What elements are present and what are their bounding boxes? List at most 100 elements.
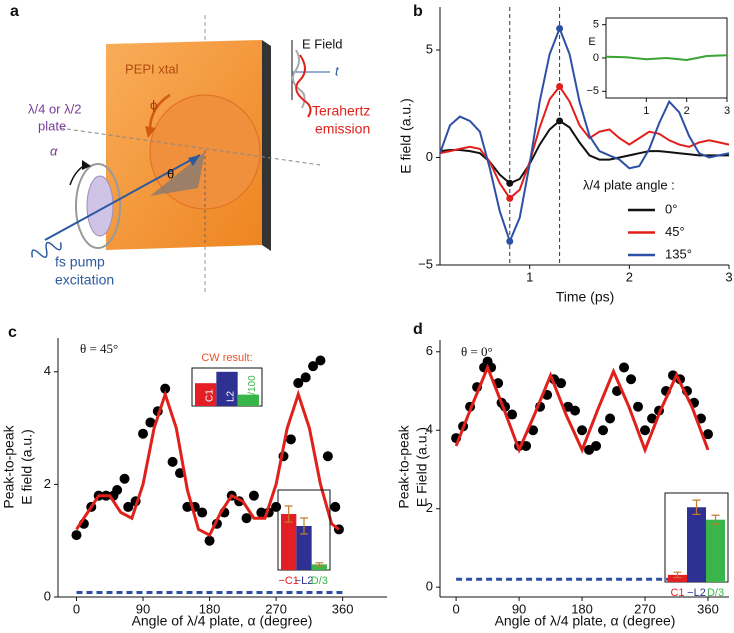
fit-line <box>454 363 710 455</box>
plate <box>86 175 114 237</box>
point <box>528 425 539 436</box>
category-label: −L2 <box>687 587 706 599</box>
point <box>182 501 193 512</box>
rotation-arrow <box>148 93 171 131</box>
category-label: L2 <box>226 390 237 402</box>
point <box>577 425 588 436</box>
inset-title: CW result: <box>201 352 252 364</box>
panel-label: a <box>10 3 19 20</box>
bar <box>195 383 217 406</box>
angle-label: α <box>50 143 58 158</box>
x-tick-label: 180 <box>199 601 221 616</box>
point <box>598 425 609 436</box>
category-label: D/3 <box>707 587 724 599</box>
point <box>591 440 602 451</box>
x-tick-label: 2 <box>684 105 690 117</box>
point <box>256 507 267 518</box>
x-axis-label: Time (ps) <box>556 289 615 305</box>
y-tick-label: −5 <box>586 85 599 97</box>
error-bar <box>315 562 324 567</box>
point <box>619 362 630 373</box>
point <box>322 451 333 462</box>
x-tick-label: 1 <box>526 269 533 284</box>
point <box>633 401 644 412</box>
x-tick-label: 270 <box>634 601 656 616</box>
y-axis-label: Peak-to-peak <box>396 424 412 508</box>
x-tick-label: 0 <box>452 601 459 616</box>
angle-label: θ <box>167 166 174 181</box>
y-tick-label: 0 <box>426 579 433 594</box>
point <box>647 413 658 424</box>
pump-beam <box>44 154 201 241</box>
category-label: C1 <box>670 587 684 599</box>
point <box>119 473 130 484</box>
time-label: t <box>335 63 340 78</box>
point <box>271 501 282 512</box>
error-bar <box>673 571 682 579</box>
point <box>556 83 564 91</box>
y-tick-label: 2 <box>44 476 51 491</box>
y-tick-label: 0 <box>593 52 599 64</box>
point <box>330 501 341 512</box>
y-tick-label: 4 <box>426 422 433 437</box>
point <box>241 513 252 524</box>
point <box>167 456 178 467</box>
point <box>570 405 581 416</box>
arrowhead <box>82 160 91 170</box>
bar <box>687 507 706 582</box>
bar <box>296 526 312 570</box>
point <box>123 501 134 512</box>
panel-label: d <box>413 321 423 338</box>
x-tick-label: 90 <box>512 601 526 616</box>
y-axis-label: Peak-to-peak <box>1 424 17 508</box>
y-axis-label: E field (a.u.) <box>398 98 414 173</box>
bar <box>281 514 297 570</box>
annotation: θ = 45° <box>80 341 118 356</box>
arrowhead <box>145 126 156 138</box>
y-axis-label: E Field (a.u.) <box>414 427 430 507</box>
category-label: D/3 <box>311 575 328 587</box>
y-axis-label: E field (a.u.) <box>19 429 35 504</box>
x-tick-label: 180 <box>571 601 593 616</box>
point <box>71 530 82 541</box>
point <box>248 490 259 501</box>
y-tick-label: −5 <box>418 256 433 271</box>
x-tick-label: 360 <box>697 601 719 616</box>
point <box>703 429 714 440</box>
bar <box>237 394 259 406</box>
x-tick-label: 270 <box>265 601 287 616</box>
arrowhead <box>188 155 200 166</box>
legend-title: λ/4 plate angle : <box>583 177 675 192</box>
x-tick-label: 2 <box>626 269 633 284</box>
error-bar <box>284 505 293 523</box>
point <box>506 194 514 202</box>
crystal-edge <box>262 40 271 251</box>
legend-label: 45° <box>665 224 685 239</box>
emission-label: Terahertz <box>312 103 370 119</box>
point <box>138 428 149 439</box>
category-label: −C1 <box>278 575 299 587</box>
x-axis-label: Angle of λ/4 plate, α (degree) <box>132 613 313 629</box>
x-tick-label: 3 <box>724 105 730 117</box>
annotation: θ = 0° <box>461 344 493 359</box>
pump-label: excitation <box>55 272 114 288</box>
series-line <box>605 54 728 62</box>
emission-label: emission <box>315 121 370 137</box>
plate-label: λ/4 or λ/2 <box>28 101 81 116</box>
pump-pulse <box>31 241 62 258</box>
axis-line <box>59 127 321 166</box>
x-tick-label: 90 <box>136 601 150 616</box>
bar <box>311 564 327 570</box>
fit-line <box>75 389 340 538</box>
point <box>197 507 208 518</box>
pump-label: fs pump <box>55 254 105 270</box>
point <box>308 361 319 372</box>
x-axis-label: Angle of λ/4 plate, α (degree) <box>495 613 676 629</box>
point <box>507 409 518 420</box>
error-bar <box>300 517 308 535</box>
y-tick-label: 6 <box>426 343 433 358</box>
point <box>556 117 564 125</box>
series-line <box>439 25 730 245</box>
point <box>204 535 215 546</box>
diagram: a PEPI xtal E Field t Terahertz emission… <box>10 3 370 295</box>
